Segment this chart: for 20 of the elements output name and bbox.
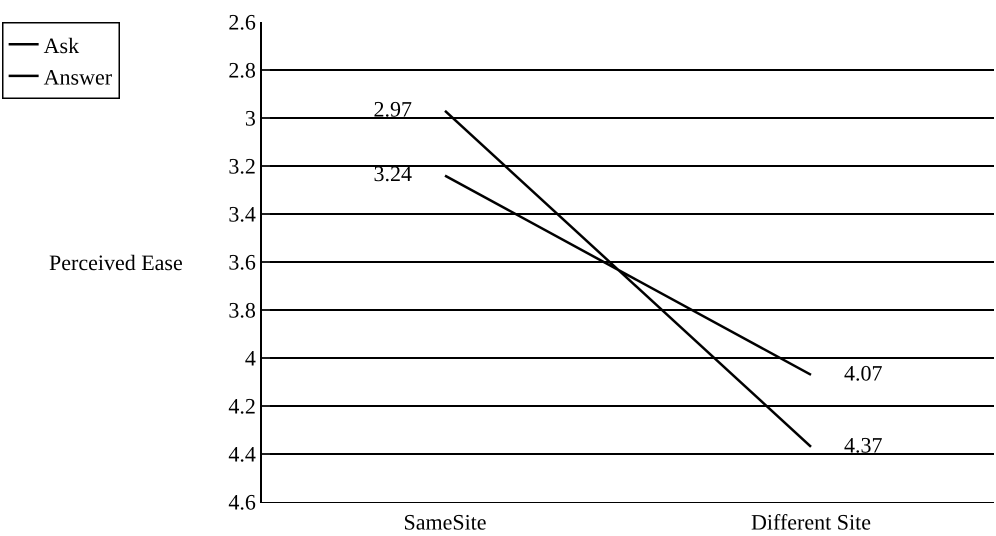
- data-label: 2.97: [340, 96, 445, 122]
- y-tick-label: 2.8: [228, 58, 256, 83]
- y-tick-label: 4.2: [228, 394, 256, 419]
- y-tick-label: 4.4: [228, 442, 256, 467]
- x-tick-label: Different Site: [751, 509, 871, 534]
- data-label: 4.07: [811, 360, 916, 386]
- y-tick-label: 4: [244, 346, 256, 371]
- y-tick-label: 3.2: [228, 154, 256, 179]
- y-tick-label: 4.6: [228, 490, 256, 515]
- x-tick-label: SameSite: [403, 509, 487, 534]
- data-label: 3.24: [340, 161, 445, 186]
- legend-label: Ask: [44, 32, 80, 58]
- y-tick-label: 2.6: [228, 10, 256, 35]
- legend-label: Answer: [44, 64, 113, 90]
- y-axis-title: Perceived Ease: [49, 250, 183, 275]
- y-tick-label: 3: [244, 106, 256, 131]
- y-tick-label: 3.6: [228, 250, 256, 275]
- data-label: 4.37: [811, 432, 916, 458]
- y-tick-label: 3.4: [228, 202, 256, 227]
- y-tick-label: 3.8: [228, 298, 256, 323]
